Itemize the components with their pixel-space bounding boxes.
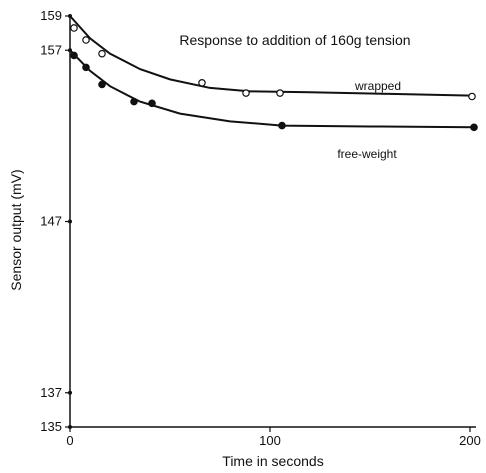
series-curve-wrapped <box>69 15 473 97</box>
data-point-wrapped <box>468 92 476 101</box>
labels-layer: wrapped free-weight <box>337 79 401 161</box>
data-point-wrapped <box>198 78 206 87</box>
axes-layer <box>69 16 476 428</box>
data-point-wrapped <box>242 89 250 97</box>
data-point-wrapped <box>82 36 90 44</box>
curves-layer <box>69 15 475 129</box>
x-axis-title: Time in seconds <box>222 453 323 469</box>
x-tick-label: 200 <box>459 433 481 448</box>
y-tick-dot <box>68 390 72 395</box>
points-layer <box>70 24 478 132</box>
data-point-wrapped <box>70 24 78 32</box>
ticks-layer: 135 137 147 157 159 0 100 200 <box>40 8 481 448</box>
x-tick-label: 0 <box>66 433 73 448</box>
data-point-free-weight <box>470 123 478 132</box>
data-point-free-weight <box>98 80 106 89</box>
data-point-free-weight <box>148 99 156 108</box>
y-axis-title: Sensor output (mV) <box>8 169 24 290</box>
x-tick-label: 100 <box>259 433 281 448</box>
data-point-free-weight <box>70 51 78 60</box>
series-label-wrapped: wrapped <box>354 79 401 93</box>
data-point-free-weight <box>130 97 138 106</box>
y-tick-label: 135 <box>40 419 62 434</box>
y-tick-label: 159 <box>40 8 62 23</box>
data-point-wrapped <box>98 49 106 58</box>
data-point-free-weight <box>82 63 90 72</box>
y-tick-label: 137 <box>40 385 62 400</box>
data-point-free-weight <box>278 121 286 130</box>
data-point-wrapped <box>276 89 284 97</box>
series-curve-free-weight <box>69 49 475 129</box>
y-tick-label: 157 <box>40 42 62 57</box>
chart-title: Response to addition of 160g tension <box>179 32 410 48</box>
y-tick-dot <box>68 219 72 224</box>
y-tick-label: 147 <box>40 214 62 229</box>
series-label-free-weight: free-weight <box>337 147 397 161</box>
